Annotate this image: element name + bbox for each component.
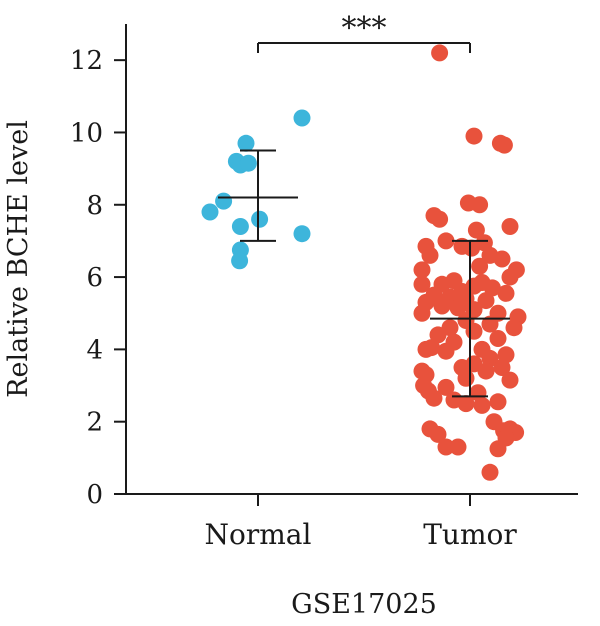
point-normal — [231, 217, 249, 235]
point-tumor — [489, 330, 507, 348]
x-ticks: Normal Tumor — [205, 494, 517, 551]
point-tumor — [501, 268, 519, 286]
point-tumor — [437, 232, 455, 250]
point-tumor — [483, 279, 501, 297]
point-tumor — [477, 362, 495, 380]
point-normal — [201, 203, 219, 221]
point-tumor — [475, 234, 493, 252]
point-tumor — [493, 250, 511, 268]
point-tumor — [493, 358, 511, 376]
point-tumor — [429, 326, 447, 344]
category-label: Tumor — [423, 518, 517, 551]
point-tumor — [413, 304, 431, 322]
point-tumor — [501, 217, 519, 235]
point-tumor — [477, 292, 495, 310]
point-normal — [239, 154, 257, 172]
y-tick-label: 12 — [70, 46, 103, 76]
error-bars — [218, 149, 510, 398]
point-normal — [215, 192, 233, 210]
y-axis: 0 2 4 6 8 10 12 — [70, 24, 127, 510]
point-tumor — [423, 339, 441, 357]
point-tumor — [501, 371, 519, 389]
point-tumor — [471, 196, 489, 214]
significance-label: *** — [342, 11, 387, 46]
point-tumor — [437, 342, 455, 360]
point-tumor — [431, 210, 449, 228]
point-tumor — [463, 239, 481, 257]
point-tumor — [425, 389, 443, 407]
point-tumor — [433, 297, 451, 315]
point-tumor — [467, 221, 485, 239]
point-tumor — [437, 378, 455, 396]
category-label: Normal — [205, 518, 312, 551]
y-axis-title: Relative BCHE level — [3, 120, 34, 398]
point-normal — [251, 210, 269, 228]
significance-bracket: *** — [257, 11, 471, 53]
point-tumor — [489, 393, 507, 411]
y-tick-label: 6 — [86, 263, 103, 293]
point-normal — [293, 225, 311, 243]
point-tumor — [449, 299, 467, 317]
point-tumor — [457, 369, 475, 387]
point-tumor — [465, 127, 483, 145]
point-tumor — [495, 136, 513, 154]
point-tumor — [429, 425, 447, 443]
x-axis: Normal Tumor — [126, 493, 578, 551]
y-tick-label: 2 — [86, 408, 103, 438]
point-tumor — [473, 396, 491, 414]
point-tumor — [431, 44, 449, 62]
point-tumor — [497, 284, 515, 302]
x-axis-title: GSE17025 — [291, 589, 437, 620]
point-tumor — [413, 261, 431, 279]
y-tick-label: 4 — [86, 335, 103, 365]
point-tumor — [413, 275, 431, 293]
point-tumor — [481, 315, 499, 333]
y-ticks: 0 2 4 6 8 10 12 — [70, 46, 126, 510]
point-normal — [237, 134, 255, 152]
point-tumor — [489, 440, 507, 458]
point-tumor — [437, 438, 455, 456]
y-tick-label: 10 — [70, 118, 103, 148]
point-tumor — [481, 463, 499, 481]
point-tumor — [471, 257, 489, 275]
point-normal — [293, 109, 311, 127]
point-tumor — [465, 322, 483, 340]
point-tumor — [421, 246, 439, 264]
y-tick-label: 8 — [86, 191, 103, 221]
point-tumor — [505, 319, 523, 337]
point-tumor — [449, 438, 467, 456]
point-tumor — [457, 395, 475, 413]
point-normal — [231, 252, 249, 270]
data-points — [201, 44, 527, 481]
y-tick-label: 0 — [86, 480, 103, 510]
